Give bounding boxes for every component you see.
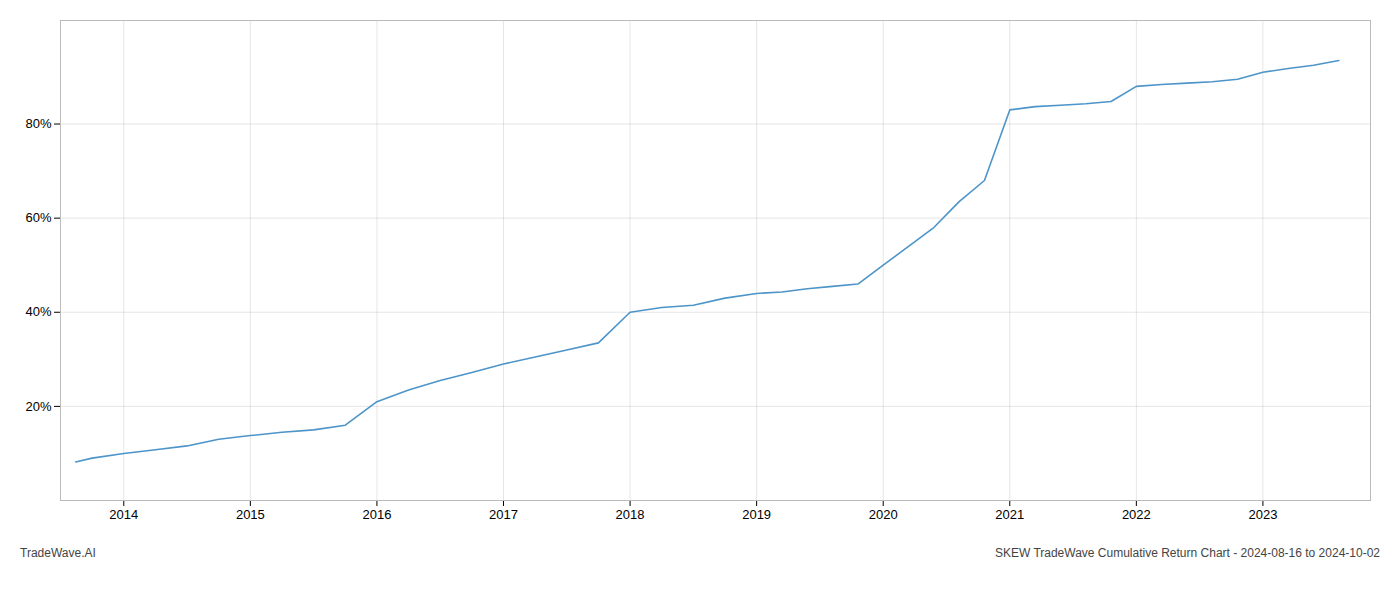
svg-text:2023: 2023 [1248,507,1277,522]
svg-text:2017: 2017 [489,507,518,522]
svg-text:20%: 20% [25,399,51,414]
svg-text:2019: 2019 [742,507,771,522]
svg-text:80%: 80% [25,116,51,131]
svg-text:2021: 2021 [995,507,1024,522]
svg-text:2016: 2016 [362,507,391,522]
svg-text:60%: 60% [25,210,51,225]
html-text:TradeWave.AI: TradeWave.AI [20,546,96,560]
svg-text:2022: 2022 [1122,507,1151,522]
html-text:SKEW TradeWave Cumulative Retu: SKEW TradeWave Cumulative Return Chart -… [994,546,1380,560]
svg-text:2015: 2015 [236,507,265,522]
svg-text:2020: 2020 [869,507,898,522]
svg-text:2014: 2014 [109,507,138,522]
svg-text:40%: 40% [25,304,51,319]
svg-text:2018: 2018 [616,507,645,522]
